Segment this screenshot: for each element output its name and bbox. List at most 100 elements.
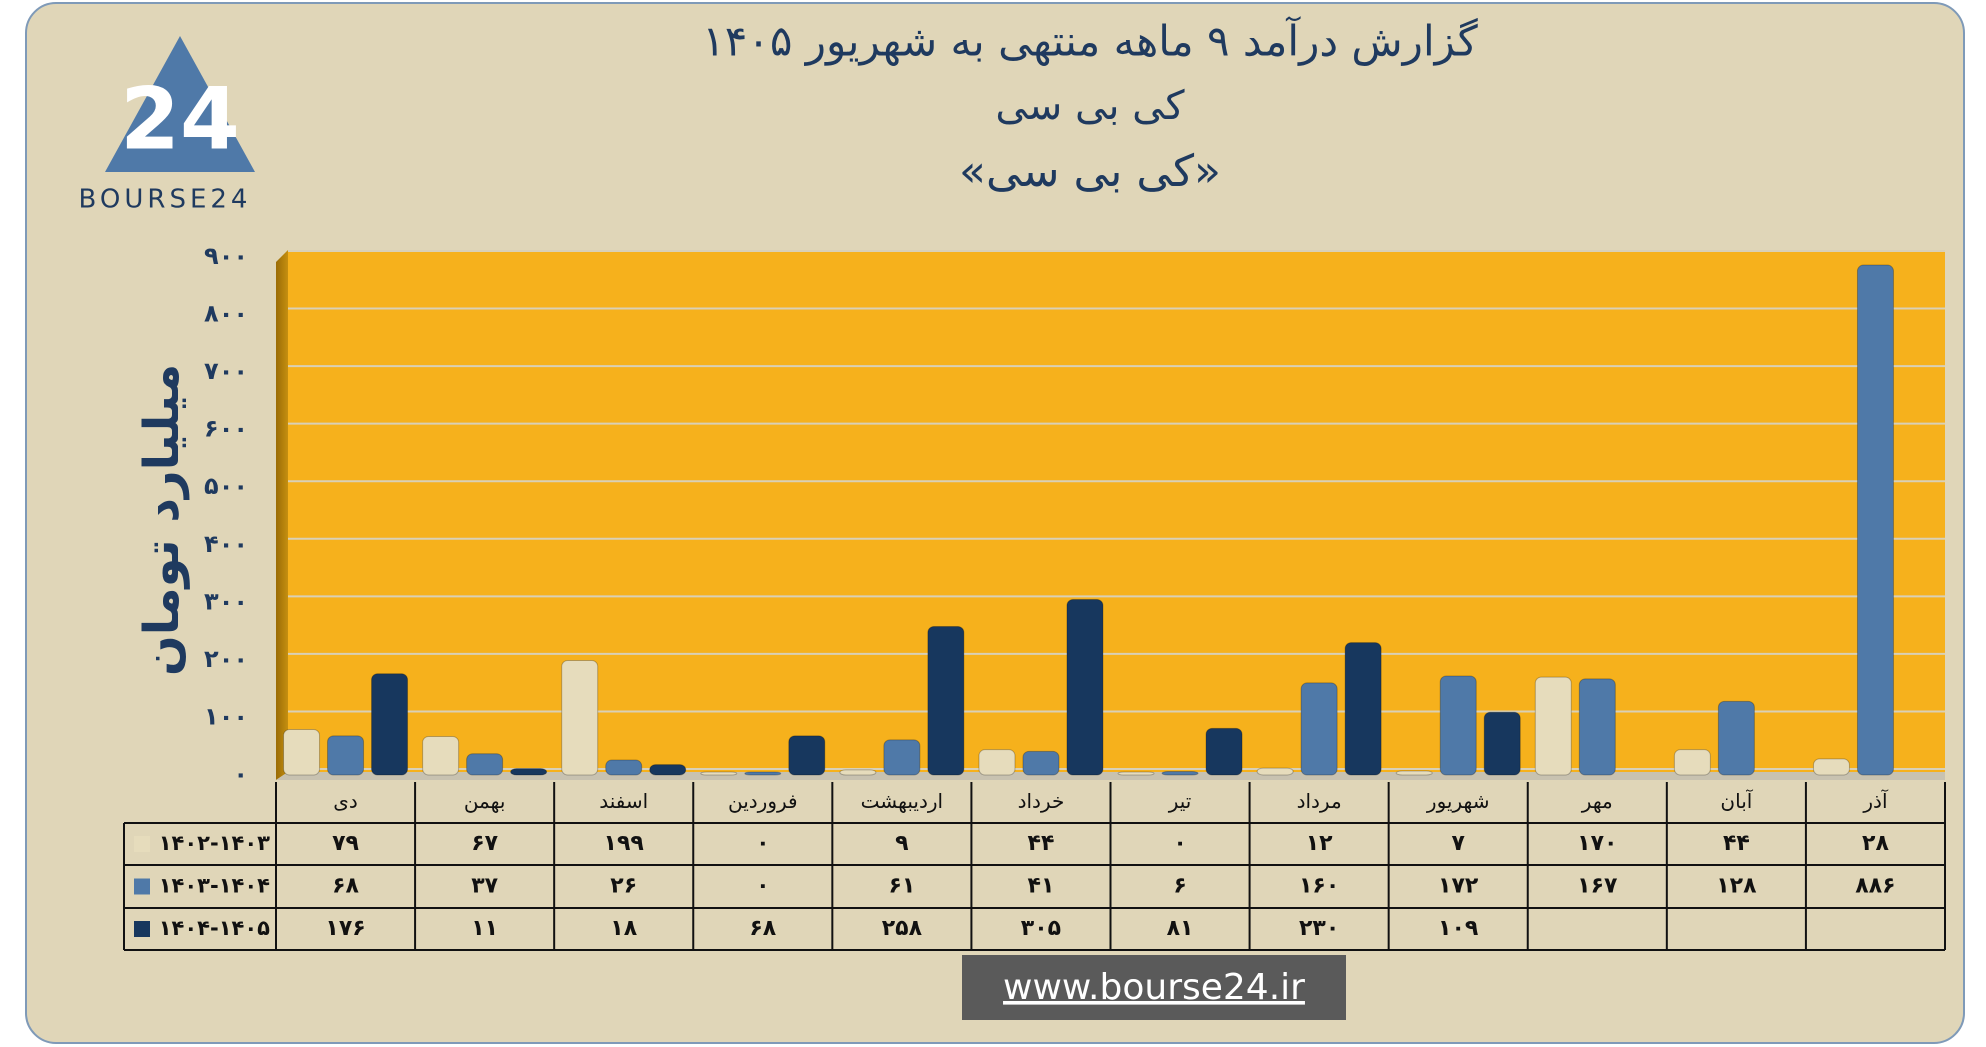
legend-label: ۱۴۰۲-۱۴۰۳	[159, 831, 270, 855]
bar	[422, 735, 460, 776]
data-label: ۱۲	[1306, 831, 1333, 856]
data-label: ۳۰۵	[1021, 916, 1061, 941]
bar	[283, 729, 321, 776]
bar	[744, 771, 782, 776]
y-tick-label: ۹۰۰	[204, 242, 248, 270]
data-label: ۱۸	[610, 916, 637, 941]
bar	[1205, 727, 1243, 776]
x-tick-label: تیر	[1168, 789, 1192, 813]
bar	[1300, 682, 1338, 776]
logo-mark: 24	[120, 69, 240, 169]
data-label: ۲۳۰	[1299, 916, 1339, 941]
y-tick-label: ۵۰۰	[204, 472, 248, 500]
bar	[839, 769, 877, 776]
bar	[1673, 749, 1711, 776]
bar	[1483, 711, 1521, 776]
data-label: ۱۶۰	[1299, 874, 1339, 899]
bar	[927, 626, 965, 776]
plot-wall	[276, 250, 288, 780]
bar	[1856, 264, 1894, 776]
y-tick-label: ۲۰۰	[204, 645, 248, 673]
y-tick-label: ۷۰۰	[204, 357, 248, 385]
bar	[1812, 758, 1850, 776]
data-label: ۴۴	[1028, 831, 1055, 856]
data-label: ۰	[756, 831, 769, 856]
data-label: ۴۴	[1723, 831, 1750, 856]
x-tick-label: دی	[333, 789, 358, 813]
data-label: ۶۱	[888, 874, 915, 899]
y-tick-label: ۸۰۰	[204, 300, 248, 328]
data-label: ۷۹	[332, 831, 359, 856]
bar	[649, 764, 687, 776]
data-label: ۰	[756, 874, 769, 899]
bar	[1439, 675, 1477, 776]
data-label: ۱۷۶	[325, 916, 365, 941]
y-axis-label: میلیارد تومان	[134, 364, 190, 676]
bar	[1344, 642, 1382, 776]
bar	[1578, 678, 1616, 776]
bar	[1117, 771, 1155, 776]
data-label: ۶۸	[332, 874, 359, 899]
bar	[605, 759, 643, 776]
y-tick-label: ۳۰۰	[204, 587, 248, 615]
bar	[371, 673, 409, 776]
legend-label: ۱۴۰۴-۱۴۰۵	[159, 916, 270, 940]
chart-title: گزارش درآمد ۹ ماهه منتهی به شهریور ۱۴۰۵	[702, 16, 1478, 67]
data-label: ۸۸۶	[1855, 874, 1895, 899]
annotation: «کی بی سی»	[959, 146, 1221, 197]
data-label: ۶	[1173, 874, 1186, 899]
x-tick-label: مهر	[1581, 789, 1613, 813]
data-label: ۲۸	[1862, 831, 1889, 856]
data-label: ۶۸	[749, 916, 776, 941]
x-tick-label: اردیبهشت	[861, 789, 943, 813]
legend-label: ۱۴۰۳-۱۴۰۴	[159, 874, 270, 898]
bar	[1022, 750, 1060, 776]
bar	[327, 735, 365, 776]
bar	[1395, 770, 1433, 776]
bar	[1717, 700, 1755, 776]
data-label: ۲۶	[610, 874, 637, 899]
data-label: ۱۲۸	[1716, 874, 1757, 899]
data-label: ۰	[1173, 831, 1186, 856]
bar	[883, 739, 921, 776]
x-tick-label: اسفند	[599, 789, 648, 813]
data-label: ۳۷	[471, 874, 498, 899]
data-label: ۸۱	[1167, 916, 1194, 941]
data-label: ۹	[895, 831, 908, 856]
y-tick-label: ۱۰۰	[204, 702, 248, 730]
data-label: ۱۷۲	[1438, 874, 1479, 899]
footer-link[interactable]: www.bourse24.ir	[1003, 967, 1305, 1008]
bar	[788, 735, 826, 776]
logo-text: BOURSE24	[79, 185, 252, 215]
y-tick-label: ۶۰۰	[204, 415, 248, 443]
plot-floor	[276, 772, 1945, 780]
data-label: ۱۱	[471, 916, 498, 941]
y-tick-label: ۰	[233, 760, 248, 788]
bar	[466, 753, 504, 776]
bar	[1066, 598, 1104, 776]
bar	[1161, 771, 1199, 776]
plot-area	[288, 250, 1945, 772]
legend-marker	[134, 921, 150, 937]
bar	[700, 771, 738, 776]
x-tick-label: بهمن	[464, 789, 506, 813]
bar	[1256, 767, 1294, 776]
data-label: ۶۷	[471, 831, 498, 856]
chart-subtitle: کی بی سی	[995, 83, 1185, 129]
data-label: ۷	[1451, 831, 1465, 856]
bar	[510, 768, 548, 776]
x-tick-label: مرداد	[1297, 789, 1342, 813]
bar	[1534, 676, 1572, 776]
bar	[978, 749, 1016, 776]
data-label: ۱۶۷	[1577, 874, 1618, 899]
legend-marker	[134, 878, 150, 895]
data-label: ۱۷۰	[1577, 831, 1617, 856]
y-tick-label: ۴۰۰	[204, 530, 248, 558]
footer-box	[962, 955, 1346, 1020]
bar	[561, 659, 599, 776]
x-tick-label: فروردین	[728, 789, 798, 813]
data-label: ۱۹۹	[604, 831, 644, 856]
x-tick-label: خرداد	[1018, 789, 1065, 813]
x-tick-label: آذر	[1862, 788, 1889, 813]
